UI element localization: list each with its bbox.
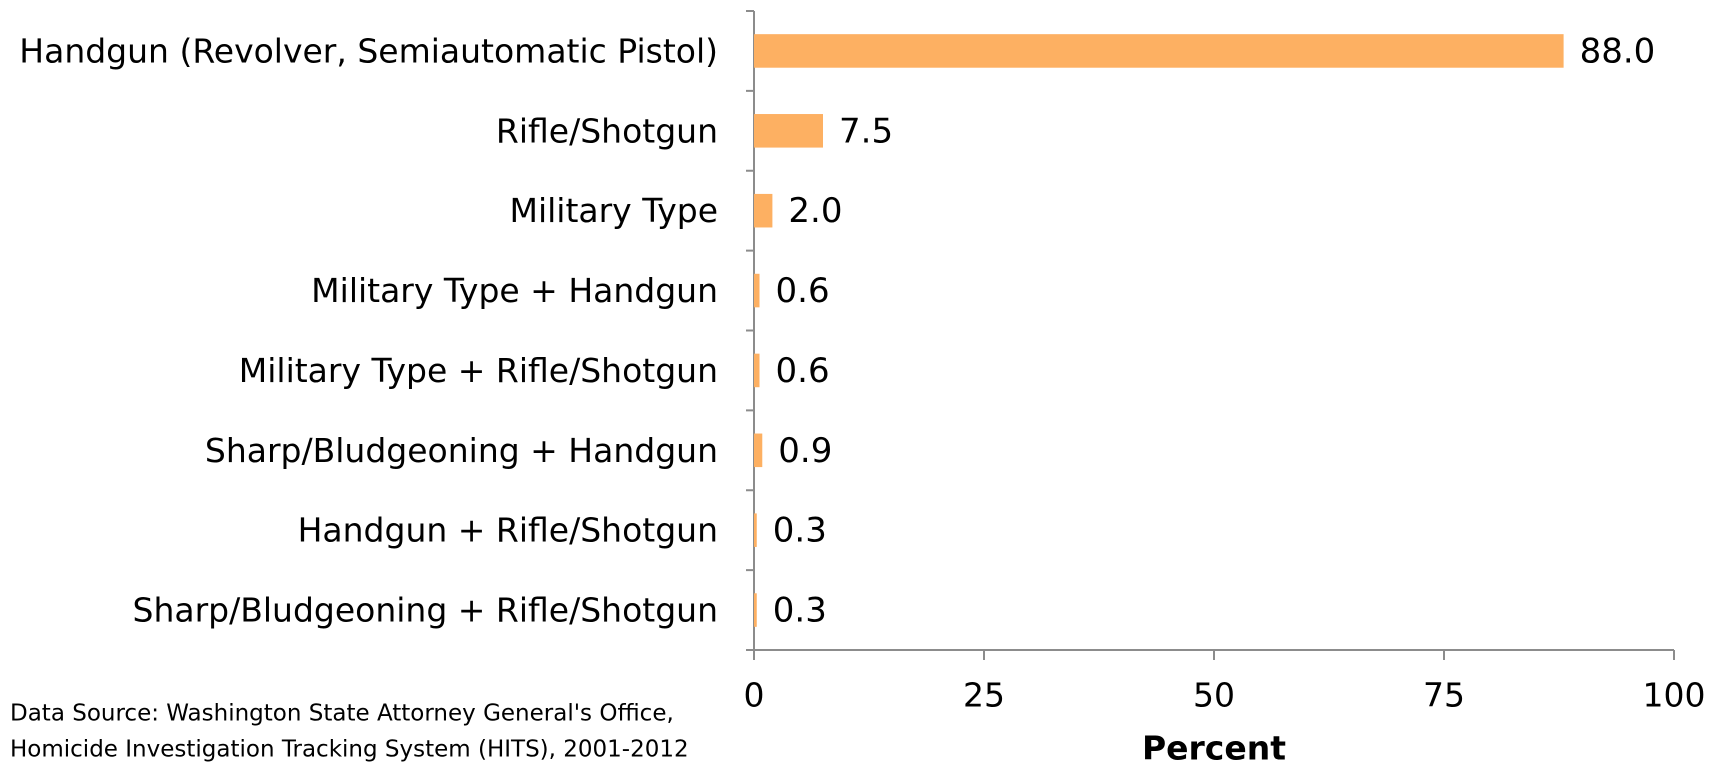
y-tick-label: Military Type + Handgun [311,271,718,310]
value-label: 0.3 [773,591,827,631]
y-tick-label: Rifle/Shotgun [496,111,718,150]
y-tick-label: Handgun + Rifle/Shotgun [298,511,718,550]
x-axis-label: Percent [1142,729,1286,763]
y-tick-label: Military Type [509,191,718,230]
bar [754,353,760,388]
bar [754,433,763,468]
value-label: 88.0 [1580,31,1656,71]
y-tick-label: Sharp/Bludgeoning + Handgun [205,431,718,470]
value-label: 7.5 [839,111,893,151]
bar [754,193,773,228]
bar [754,513,757,547]
bar [754,593,757,627]
bar [754,114,823,148]
source-line: Data Source: Washington State Attorney G… [10,701,674,727]
value-label: 2.0 [788,191,842,231]
bar [754,273,760,308]
y-tick-label: Military Type + Rifle/Shotgun [239,351,718,390]
x-tick-label: 0 [744,676,765,715]
value-label: 0.6 [776,271,830,311]
y-tick-label: Sharp/Bludgeoning + Rifle/Shotgun [133,591,718,630]
x-tick-label: 100 [1643,676,1706,715]
x-tick-label: 25 [963,676,1005,715]
value-label: 0.3 [773,511,827,551]
bar [754,34,1564,68]
value-label: 0.9 [778,431,832,471]
x-tick-label: 75 [1423,676,1465,715]
source-line: Homicide Investigation Tracking System (… [10,737,689,763]
value-label: 0.6 [776,351,830,391]
y-tick-label: Handgun (Revolver, Semiautomatic Pistol) [19,31,718,70]
x-tick-label: 50 [1193,676,1235,715]
